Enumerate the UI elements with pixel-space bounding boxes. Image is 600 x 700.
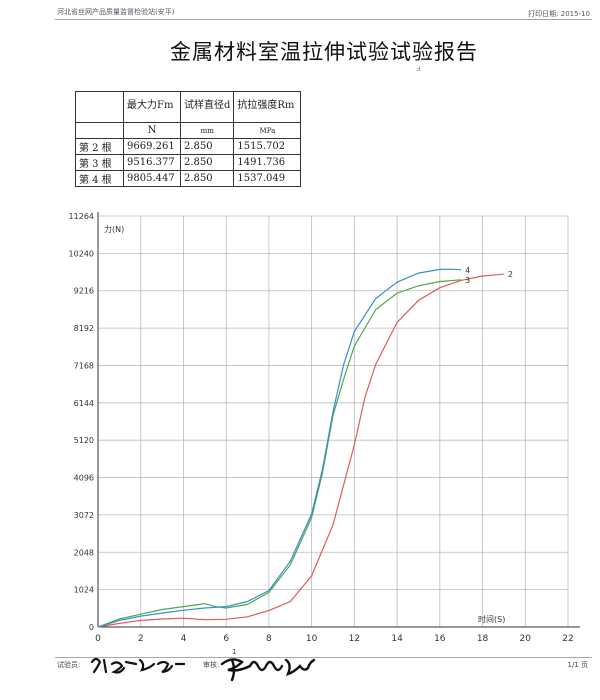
y-tick-label: 1024 — [74, 586, 94, 595]
x-axis-label: 时间(S) — [478, 614, 505, 624]
x-tick-label: 4 — [181, 634, 187, 644]
x-tick-label: 8 — [266, 634, 272, 644]
column-header-rm: 抗拉强度Rm — [233, 91, 302, 123]
row-label: 第 4 根 — [75, 170, 124, 187]
x-tick-label: 14 — [391, 634, 403, 644]
pen-mark: ⅎ — [416, 64, 421, 74]
y-tick-label: 6144 — [74, 399, 94, 408]
table-row: 第 4 根 9805.447 2.850 1537.049 — [75, 170, 302, 187]
reviewer-label: 审核: — [203, 661, 220, 669]
x-tick-label: 10 — [306, 634, 318, 644]
y-tick-label: 0 — [89, 623, 94, 632]
series-label-4: 4 — [465, 266, 470, 275]
column-header-d: 试样直径d — [179, 91, 235, 123]
y-axis-label: 力(N) — [104, 224, 124, 234]
x-tick-label: 6 — [223, 634, 229, 644]
print-date: 打印日期: 2015-10 — [528, 10, 590, 18]
x-tick-label: 16 — [434, 634, 446, 644]
y-tick-label: 10240 — [69, 249, 94, 258]
reviewer-signature — [220, 658, 316, 682]
x-tick-label: 12 — [349, 634, 360, 644]
cell-d: 2.850 — [179, 170, 235, 187]
y-tick-label: 4096 — [74, 474, 94, 483]
x-tick-label: 20 — [520, 634, 532, 644]
organization-name: 河北省丝网产品质量监督检验站(安平) — [57, 8, 175, 16]
cell-rm: 1537.049 — [233, 170, 302, 187]
series-line-2 — [97, 273, 504, 628]
table-units-row: N mm MPa — [75, 122, 302, 139]
page-number: 1/1 页 — [567, 661, 589, 669]
unit-d: mm — [179, 122, 235, 139]
y-tick-label: 3072 — [74, 511, 94, 520]
y-tick-label: 7168 — [74, 361, 94, 370]
y-tick-label: 9216 — [74, 287, 94, 296]
tester-label: 试验员: — [57, 661, 81, 669]
x-tick-label: 22 — [562, 634, 573, 644]
header-rule — [55, 19, 592, 20]
table-row: 第 2 根 9669.261 2.850 1515.702 — [75, 138, 302, 155]
results-table: 最大力Fm 试样直径d 抗拉强度Rm N mm MPa 第 2 根 9669.2… — [75, 91, 302, 187]
y-tick-label: 5120 — [74, 436, 94, 445]
series-line-3 — [97, 279, 462, 628]
x-tick-label: 2 — [138, 634, 144, 644]
tester-signature — [90, 657, 186, 674]
series-label-3: 3 — [465, 276, 470, 285]
x-tick-label: 0 — [95, 634, 101, 644]
series-label-2: 2 — [508, 270, 513, 279]
report-title: 金属材料室温拉伸试验试验报告 — [170, 40, 478, 64]
x-tick-label: 18 — [477, 634, 489, 644]
table-row: 第 3 根 9516.377 2.850 1491.736 — [75, 154, 302, 171]
footer-mark: 1 — [232, 648, 237, 656]
series-line-4 — [97, 268, 462, 628]
footer-rule — [55, 657, 592, 658]
y-tick-label: 8192 — [74, 324, 94, 333]
column-header-fm: 最大力Fm — [123, 91, 181, 123]
y-tick-label: 2048 — [74, 548, 94, 557]
y-tick-label: 11264 — [69, 212, 94, 221]
